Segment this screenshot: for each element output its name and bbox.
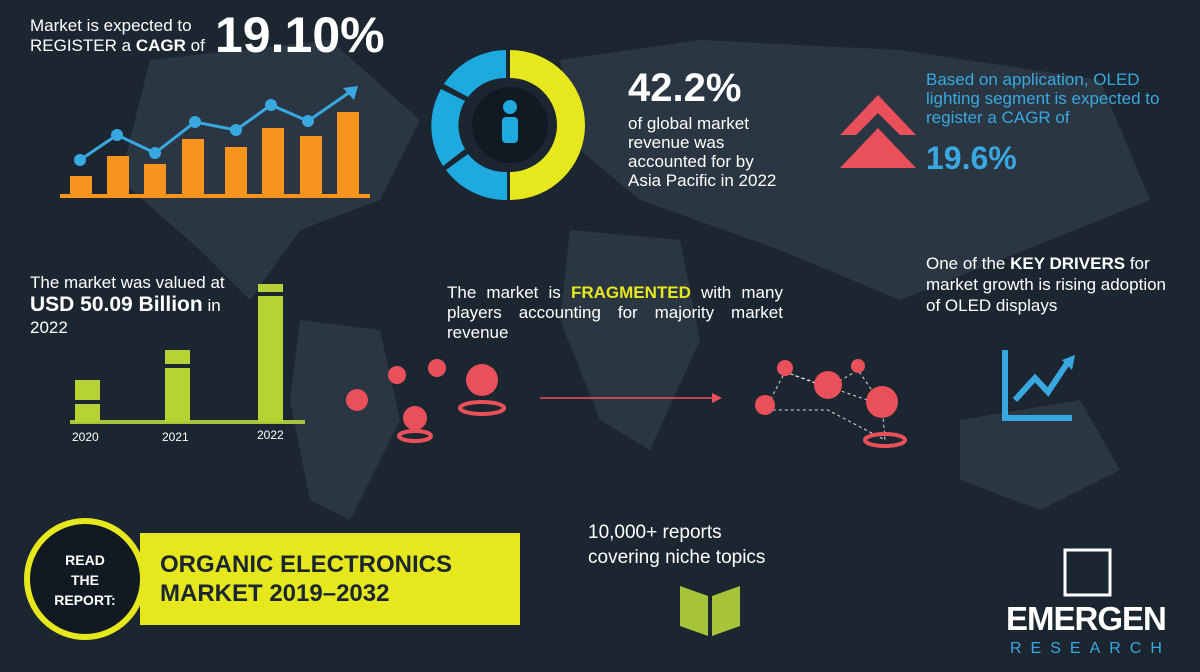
text: with many players accounting for majorit… — [447, 283, 783, 342]
reports-text: 10,000+ reports covering niche topics — [588, 522, 766, 568]
text: READ — [65, 552, 105, 568]
application-value: 19.6% — [926, 140, 1017, 176]
text: of — [190, 36, 205, 55]
cagr-intro: Market is expected to REGISTER a CAGR of — [30, 16, 205, 56]
badge-text[interactable]: READ THE REPORT: — [45, 550, 125, 610]
network-icon — [755, 359, 907, 448]
pins-left — [346, 359, 506, 443]
valuation-text: The market was valued at USD 50.09 Billi… — [30, 272, 260, 339]
text: The market was valued at — [30, 273, 225, 292]
book-icon — [680, 586, 740, 636]
text: THE — [71, 572, 99, 588]
logo-mark — [1063, 548, 1112, 597]
brand-name: EMERGEN — [1006, 600, 1167, 637]
emphasis: USD 50.09 Billion — [30, 293, 203, 316]
growth-icon — [60, 86, 370, 198]
cagr-value: 19.10% — [215, 7, 385, 63]
arrow-head — [712, 393, 722, 403]
text: REPORT: — [54, 592, 116, 608]
text: REGISTER a — [30, 36, 132, 55]
trend-arrow — [1062, 355, 1075, 370]
donut-icon — [431, 50, 585, 201]
emphasis: KEY DRIVERS — [1010, 254, 1126, 273]
fragmented-text: The market is FRAGMENTED with many playe… — [447, 283, 783, 343]
application-text: Based on application, OLED lighting segm… — [926, 70, 1160, 127]
region-value: 42.2% — [628, 66, 742, 110]
year-label: 2021 — [162, 430, 189, 444]
text: Market is expected to — [30, 16, 192, 35]
text: for market growth is rising adoption of … — [926, 254, 1167, 315]
text: The market is — [447, 283, 561, 302]
year-label: 2020 — [72, 430, 99, 444]
emphasis: CAGR — [135, 36, 186, 55]
text: 2022 — [30, 318, 68, 337]
text: USD 50.09 Billion in — [30, 294, 260, 317]
text: REGISTER a CAGR of — [30, 36, 205, 56]
drivers-text: One of the KEY DRIVERS for market growth… — [926, 253, 1181, 316]
world-map — [120, 40, 1150, 520]
emphasis: FRAGMENTED — [570, 283, 691, 302]
text: One of the — [926, 254, 1006, 273]
brand-sub: RESEARCH — [1010, 640, 1171, 657]
trend-icon — [1002, 350, 1072, 421]
chevron-icon — [840, 95, 916, 168]
region-text: of global market revenue was accounted f… — [628, 114, 777, 190]
valuation-bars — [70, 284, 305, 424]
text: MARKET 2019–2032 — [160, 580, 390, 607]
banner — [140, 533, 520, 625]
badge — [24, 518, 146, 640]
report-title[interactable]: ORGANIC ELECTRONICS MARKET 2019–2032 — [160, 550, 452, 608]
year-label: 2022 — [257, 428, 284, 442]
text: ORGANIC ELECTRONICS — [160, 551, 453, 578]
text: in — [207, 296, 221, 315]
